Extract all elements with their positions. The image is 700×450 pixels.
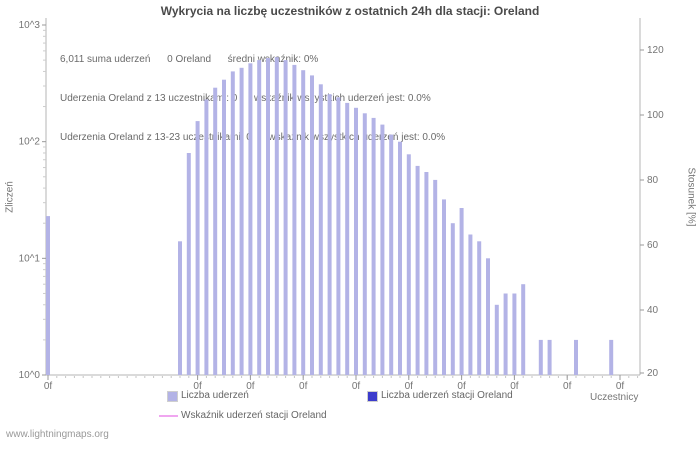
x-axis-label: Uczestnicy bbox=[590, 392, 639, 403]
legend-label-station-ratio: Wskaźnik uderzeń stacji Oreland bbox=[181, 410, 327, 421]
strike-count-bar bbox=[345, 102, 350, 376]
legend-label-station-strikes: Liczba uderzeń stacji Oreland bbox=[381, 390, 513, 401]
strike-count-bar bbox=[477, 241, 482, 375]
legend-swatch-station-strikes bbox=[367, 391, 378, 402]
strike-count-bar bbox=[310, 75, 314, 376]
strike-count-bar bbox=[609, 339, 614, 375]
x-tick-label: 0f bbox=[193, 381, 202, 392]
strike-count-bar bbox=[521, 284, 526, 375]
strike-count-bar bbox=[371, 117, 376, 376]
y-right-tick-label: 80 bbox=[647, 175, 659, 186]
x-tick-label: 0f bbox=[405, 381, 414, 392]
x-tick-label: 0f bbox=[563, 381, 572, 392]
chart-title: Wykrycia na liczbę uczestników z ostatni… bbox=[160, 4, 540, 18]
x-tick-label: 0f bbox=[246, 381, 255, 392]
x-tick-label: 0f bbox=[616, 381, 625, 392]
y-left-tick-label: 10^0 bbox=[19, 370, 41, 381]
strike-count-bar bbox=[398, 141, 402, 375]
legend-swatch-station-ratio-line bbox=[159, 415, 178, 417]
x-tick-label: 0f bbox=[44, 381, 53, 392]
strike-count-bar bbox=[292, 64, 297, 376]
chart-tick-labels: 0f 0f 0f 0f 0f 0f 0f 0f 0f 0f10^010^110^210^32040… bbox=[19, 20, 665, 392]
y-right-tick-label: 120 bbox=[647, 45, 664, 56]
strike-count-bar bbox=[186, 153, 191, 375]
y-left-tick-label: 10^3 bbox=[19, 20, 41, 31]
strike-count-bar bbox=[380, 124, 385, 375]
strike-count-bar bbox=[468, 234, 473, 375]
strike-count-bar bbox=[547, 339, 552, 375]
y-axis-label-right: Stosunek [%] bbox=[685, 167, 697, 227]
chart-axes bbox=[42, 18, 644, 380]
strike-count-bar bbox=[46, 216, 50, 375]
strike-count-bar bbox=[574, 339, 578, 375]
y-right-tick-label: 20 bbox=[647, 368, 659, 379]
y-left-tick-label: 10^2 bbox=[19, 137, 41, 148]
legend-swatch-strike-count bbox=[167, 391, 178, 402]
strike-count-bar bbox=[389, 134, 394, 375]
strike-count-bar bbox=[213, 87, 218, 375]
x-tick-label: 0f bbox=[299, 381, 308, 392]
y-axis-label-left: Zliczeń bbox=[4, 181, 16, 213]
strike-count-bar bbox=[354, 107, 358, 376]
y-right-tick-label: 100 bbox=[647, 110, 664, 121]
strike-count-bar bbox=[257, 60, 262, 375]
watermark-text: www.lightningmaps.org bbox=[6, 429, 109, 440]
strike-count-bar bbox=[195, 121, 200, 375]
strike-count-bar bbox=[503, 293, 508, 375]
y-right-tick-label: 60 bbox=[647, 240, 659, 251]
strike-count-bar bbox=[204, 99, 209, 375]
x-tick-label: 0f bbox=[352, 381, 361, 392]
strike-count-bar bbox=[178, 241, 182, 375]
legend-label-strike-count: Liczba uderzeń bbox=[181, 390, 249, 401]
chart-bars bbox=[46, 57, 614, 376]
strike-count-bar bbox=[450, 223, 455, 375]
strike-count-bar bbox=[283, 60, 288, 375]
strike-count-bar bbox=[248, 63, 253, 376]
strike-count-bar bbox=[239, 67, 244, 376]
strike-count-bar bbox=[538, 339, 543, 375]
x-tick-label: 0f bbox=[510, 381, 519, 392]
strike-count-bar bbox=[274, 57, 279, 375]
stats-summary-line-total: 6,011 suma uderzeń 0 Oreland średni wska… bbox=[60, 54, 319, 65]
strike-count-bar bbox=[424, 172, 429, 375]
strike-count-bar bbox=[406, 154, 411, 375]
strike-count-bar bbox=[512, 293, 517, 375]
strike-count-bar bbox=[442, 199, 446, 375]
strike-count-bar bbox=[362, 113, 367, 376]
strike-count-bar bbox=[459, 208, 464, 375]
strike-count-bar bbox=[486, 258, 490, 375]
y-left-tick-label: 10^1 bbox=[19, 253, 41, 264]
strike-count-bar bbox=[301, 70, 306, 375]
strike-count-bar bbox=[222, 79, 226, 375]
y-right-tick-label: 40 bbox=[647, 305, 659, 316]
strike-count-bar bbox=[327, 94, 332, 375]
strike-count-bar bbox=[318, 84, 323, 376]
strike-count-bar bbox=[266, 58, 270, 375]
strike-count-bar bbox=[494, 304, 499, 375]
stats-summary: 6,011 suma uderzeń 0 Oreland średni wska… bbox=[60, 27, 445, 170]
strike-count-bar bbox=[433, 179, 438, 375]
strike-count-bar bbox=[415, 165, 420, 375]
x-tick-label: 0f bbox=[457, 381, 466, 392]
strike-count-bar bbox=[336, 97, 341, 376]
strike-count-bar bbox=[230, 71, 235, 376]
